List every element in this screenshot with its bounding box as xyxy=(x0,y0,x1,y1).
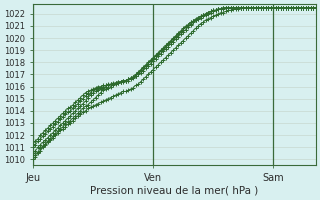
X-axis label: Pression niveau de la mer( hPa ): Pression niveau de la mer( hPa ) xyxy=(90,186,259,196)
